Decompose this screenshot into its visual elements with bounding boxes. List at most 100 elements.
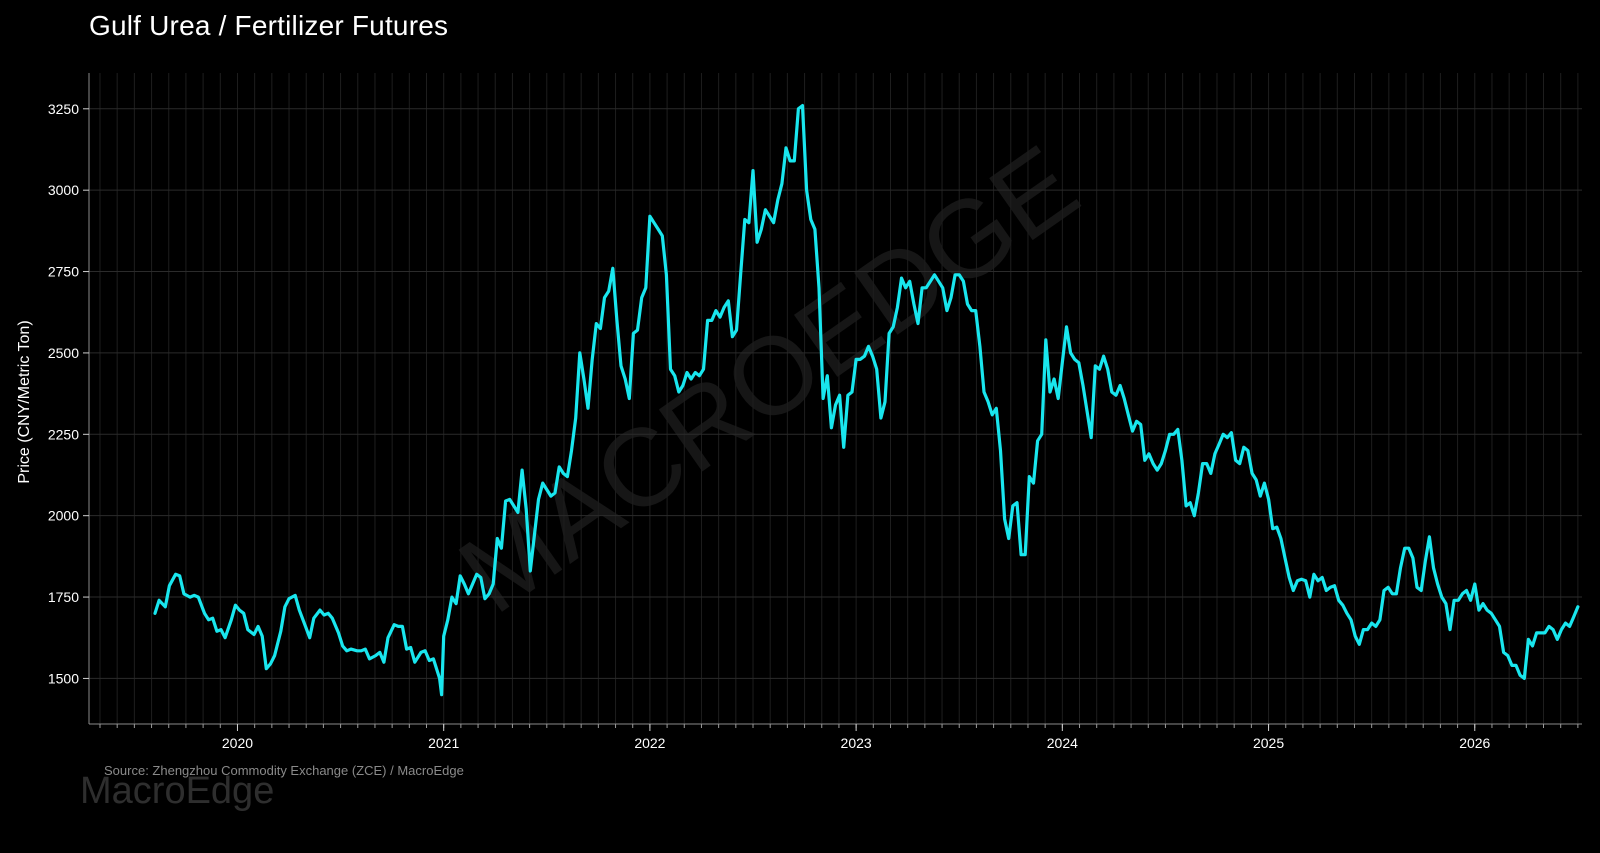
data-point (1073, 358, 1076, 361)
data-point (1408, 547, 1410, 549)
data-point (1399, 567, 1402, 569)
data-point (1469, 599, 1472, 602)
watermark: MACROEDGE (438, 122, 1099, 636)
data-point (847, 394, 849, 397)
data-point (1519, 674, 1521, 676)
data-point (818, 287, 820, 289)
data-point (1028, 475, 1031, 478)
data-point (1210, 472, 1212, 475)
data-point (558, 466, 560, 468)
data-point (234, 604, 237, 606)
data-point (1271, 527, 1274, 530)
data-point (649, 215, 651, 217)
data-point (636, 329, 639, 331)
data-point (374, 654, 377, 657)
data-point (1139, 423, 1142, 426)
data-point (715, 309, 717, 312)
data-point (554, 492, 556, 494)
data-point (842, 446, 845, 449)
data-point (1148, 453, 1150, 455)
data-point (929, 280, 932, 283)
data-point (1123, 397, 1125, 400)
data-point (814, 228, 816, 230)
data-point (438, 677, 441, 680)
data-point (1321, 576, 1323, 579)
data-point (1540, 632, 1542, 634)
data-point (1127, 414, 1130, 416)
data-point (983, 391, 985, 393)
data-point (867, 345, 870, 348)
data-point (500, 547, 503, 549)
brand-logo: MacroEdge (80, 770, 275, 812)
data-point (183, 593, 185, 595)
data-point (164, 606, 167, 608)
y-tick-label: 2750 (48, 264, 79, 280)
data-point (480, 576, 482, 579)
data-point (1218, 443, 1220, 445)
data-point (1461, 593, 1464, 595)
data-point (570, 449, 573, 452)
data-point (420, 651, 422, 654)
data-point (1362, 628, 1365, 631)
data-point (387, 636, 389, 639)
data-point (1189, 501, 1191, 504)
data-point (1573, 615, 1575, 618)
data-point (1375, 625, 1377, 628)
data-point (1049, 391, 1051, 393)
data-point (830, 427, 833, 429)
data-point (1449, 628, 1451, 631)
data-point (401, 625, 404, 628)
data-point (731, 335, 734, 338)
data-point (805, 189, 808, 191)
data-point (383, 661, 385, 663)
data-point (810, 218, 812, 221)
data-point (459, 575, 462, 577)
data-point (640, 296, 643, 299)
data-point (1556, 638, 1559, 641)
data-point (463, 583, 466, 585)
data-point (1515, 664, 1517, 667)
data-point (1267, 498, 1270, 501)
data-point (1428, 536, 1431, 538)
data-point (657, 228, 659, 230)
data-point (409, 646, 412, 649)
data-point (168, 584, 171, 587)
data-point (1560, 628, 1563, 631)
y-tick-label: 2000 (48, 508, 79, 524)
data-point (599, 327, 602, 330)
x-tick-label: 2024 (1047, 735, 1078, 751)
data-point (492, 583, 495, 585)
data-point (859, 358, 861, 361)
data-point (999, 449, 1002, 452)
data-point (1069, 352, 1072, 354)
data-point (242, 612, 245, 615)
y-tick-label: 2250 (48, 426, 79, 442)
data-point (1457, 599, 1460, 602)
data-point (1057, 397, 1059, 400)
data-point (546, 488, 548, 491)
data-point (1226, 436, 1229, 439)
data-point (521, 469, 523, 471)
data-point (504, 500, 507, 502)
data-point (686, 371, 688, 374)
data-point (884, 401, 886, 403)
data-point (216, 630, 218, 632)
data-point (612, 267, 614, 270)
data-point (1333, 584, 1336, 587)
data-point (189, 596, 191, 598)
data-point (834, 404, 837, 406)
data-point (1280, 537, 1282, 540)
series-line (153, 104, 1580, 697)
data-point (1152, 462, 1154, 465)
data-point (230, 619, 233, 621)
data-point (933, 274, 936, 276)
data-point (616, 319, 618, 322)
data-point (1552, 628, 1554, 631)
data-point (1453, 599, 1455, 602)
data-point (970, 309, 973, 312)
axes (88, 73, 1582, 725)
data-point (1263, 482, 1266, 484)
data-point (1061, 361, 1064, 364)
data-point (995, 407, 998, 410)
